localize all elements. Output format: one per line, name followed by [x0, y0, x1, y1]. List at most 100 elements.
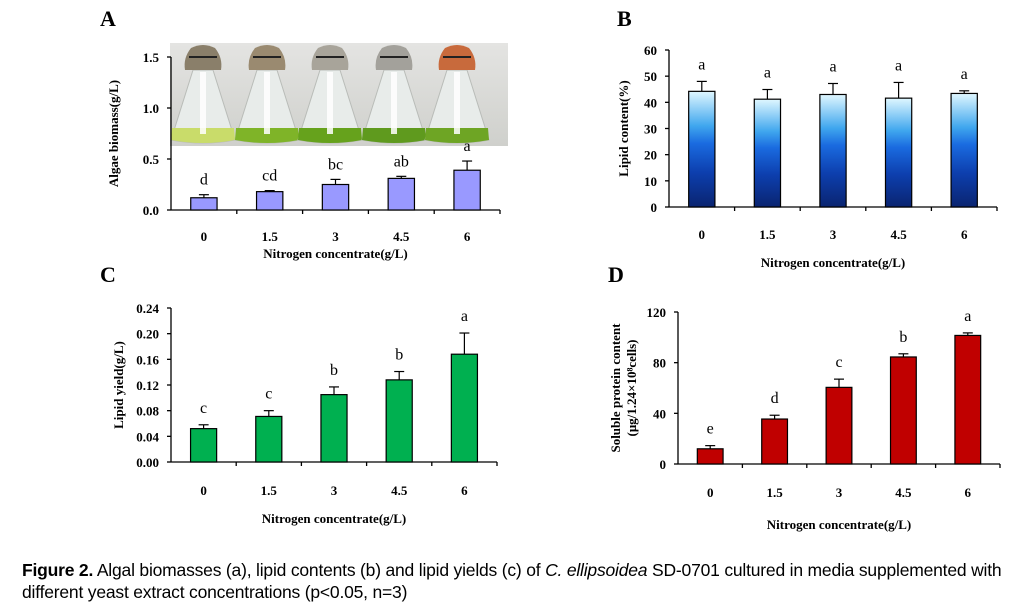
- bar: [321, 183, 350, 211]
- y-tick-label: 60: [644, 43, 657, 58]
- y-tick-label: 1.0: [143, 101, 159, 116]
- flask: [361, 45, 427, 144]
- panel-c: C 0.00 0.04 0.08 0.12 0.16 0.20 0.24 c 0 c 1.5 b 3 b 4.…: [100, 262, 498, 526]
- panel-letter: C: [100, 262, 116, 287]
- bar: [190, 197, 218, 211]
- flask: [424, 45, 490, 144]
- x-tick-label: 4.5: [391, 483, 408, 498]
- significance-letter: d: [200, 172, 208, 189]
- y-tick-label: 40: [644, 95, 657, 110]
- y-tick-label: 10: [644, 174, 657, 189]
- significance-letter: b: [899, 329, 907, 346]
- bar: [950, 92, 978, 208]
- flask-pipette: [454, 72, 460, 134]
- y-tick-label: 20: [644, 148, 657, 163]
- y-tick-label: 0: [660, 457, 667, 472]
- panel-letter: A: [100, 6, 116, 31]
- panel-a: A 0.0 0.5 1.0 1.5 d 0 cd 1.5 bc 3 ab 4.5 a 6 Nitrogen c…: [100, 6, 508, 261]
- x-tick-label: 6: [965, 485, 972, 500]
- bar: [819, 93, 847, 208]
- bar: [189, 428, 218, 463]
- bar: [320, 394, 348, 463]
- y-tick-label: 1.5: [143, 50, 160, 65]
- y-axis-title: Lipid yield(g/L): [111, 341, 126, 429]
- flask-liquid: [362, 128, 426, 143]
- y-tick-label: 0: [651, 200, 658, 215]
- x-tick-label: 3: [331, 483, 338, 498]
- y-axis-title: Algae biomass(g/L): [106, 80, 121, 187]
- y-axis-title: Lipid content(%): [616, 80, 631, 176]
- flask-photo: [170, 43, 508, 146]
- x-axis-title: Nitrogen concentrate(g/L): [767, 517, 912, 532]
- significance-letter: a: [829, 58, 836, 75]
- bar: [255, 191, 284, 211]
- x-tick-label: 3: [830, 227, 837, 242]
- y-tick-label: 0.08: [136, 404, 159, 419]
- x-tick-label: 4.5: [890, 227, 907, 242]
- panel-letter: B: [617, 6, 632, 31]
- x-axis-title: Nitrogen concentrate(g/L): [761, 255, 906, 270]
- significance-letter: c: [835, 354, 842, 371]
- x-tick-label: 6: [961, 227, 968, 242]
- y-tick-label: 30: [644, 122, 657, 137]
- caption-species: C. ellipsoidea: [545, 560, 648, 580]
- bar: [954, 334, 982, 465]
- y-tick-label: 0.04: [136, 429, 159, 444]
- flask-liquid: [171, 128, 235, 143]
- bar: [889, 356, 917, 465]
- significance-letter: c: [200, 400, 207, 417]
- y-tick-label: 0.00: [136, 455, 159, 470]
- significance-letter: bc: [328, 156, 343, 173]
- caption-text-1: Algal biomasses (a), lipid contents (b) …: [93, 560, 546, 580]
- flask-liquid: [235, 128, 299, 143]
- bar: [255, 415, 283, 463]
- y-tick-label: 80: [653, 356, 666, 371]
- significance-letter: b: [330, 362, 338, 379]
- bar: [387, 177, 416, 211]
- y-tick-label: 0.16: [136, 352, 159, 367]
- flask-liquid: [425, 128, 489, 143]
- x-tick-label: 6: [461, 483, 468, 498]
- x-tick-label: 1.5: [261, 483, 278, 498]
- y-tick-label: 0.12: [136, 378, 159, 393]
- y-tick-label: 0.24: [136, 301, 159, 316]
- x-tick-label: 3: [332, 229, 339, 244]
- panel-d: D 0 40 80 120 e 0 d 1.5 c 3 b 4.5 a 6 Nitrogen concentr…: [608, 262, 1001, 532]
- bar: [825, 386, 853, 465]
- x-tick-label: 1.5: [262, 229, 279, 244]
- y-tick-label: 120: [647, 305, 667, 320]
- significance-letter: b: [395, 347, 403, 364]
- x-tick-label: 3: [836, 485, 843, 500]
- significance-letter: d: [771, 390, 779, 407]
- flask-liquid: [298, 128, 362, 143]
- x-tick-label: 1.5: [759, 227, 776, 242]
- bar: [761, 418, 789, 465]
- significance-letter: c: [265, 386, 272, 403]
- significance-letter: a: [764, 65, 771, 82]
- x-axis-title: Nitrogen concentrate(g/L): [262, 511, 407, 526]
- x-tick-label: 0: [200, 483, 207, 498]
- significance-letter: a: [964, 308, 971, 325]
- panel-letter: D: [608, 262, 624, 287]
- y-axis-title-line2: (μg/1.24×10⁸cells): [624, 339, 639, 436]
- flask-pipette: [327, 72, 333, 134]
- significance-letter: a: [698, 56, 705, 73]
- y-axis-title-line1: Soluble protein content: [608, 323, 623, 453]
- bar: [753, 98, 782, 208]
- significance-letter: a: [461, 308, 468, 325]
- flask-pipette: [264, 72, 270, 134]
- caption-text-2: SD-0701 cultured in media supplemented w…: [22, 560, 1002, 602]
- x-tick-label: 4.5: [895, 485, 912, 500]
- significance-letter: e: [707, 421, 714, 438]
- y-tick-label: 0.20: [136, 327, 159, 342]
- panel-b: B 0 10 20 30 40 50 60 a 0 a 1.5 a 3 a 4.5 a 6 Nitrogen con…: [616, 6, 998, 270]
- flask: [170, 45, 236, 144]
- y-tick-label: 40: [653, 406, 666, 421]
- bar: [450, 353, 479, 463]
- x-tick-label: 0: [201, 229, 208, 244]
- x-tick-label: 0: [707, 485, 714, 500]
- bar: [696, 448, 724, 465]
- significance-letter: a: [464, 138, 471, 155]
- significance-letter: ab: [394, 153, 409, 170]
- bar: [688, 90, 716, 208]
